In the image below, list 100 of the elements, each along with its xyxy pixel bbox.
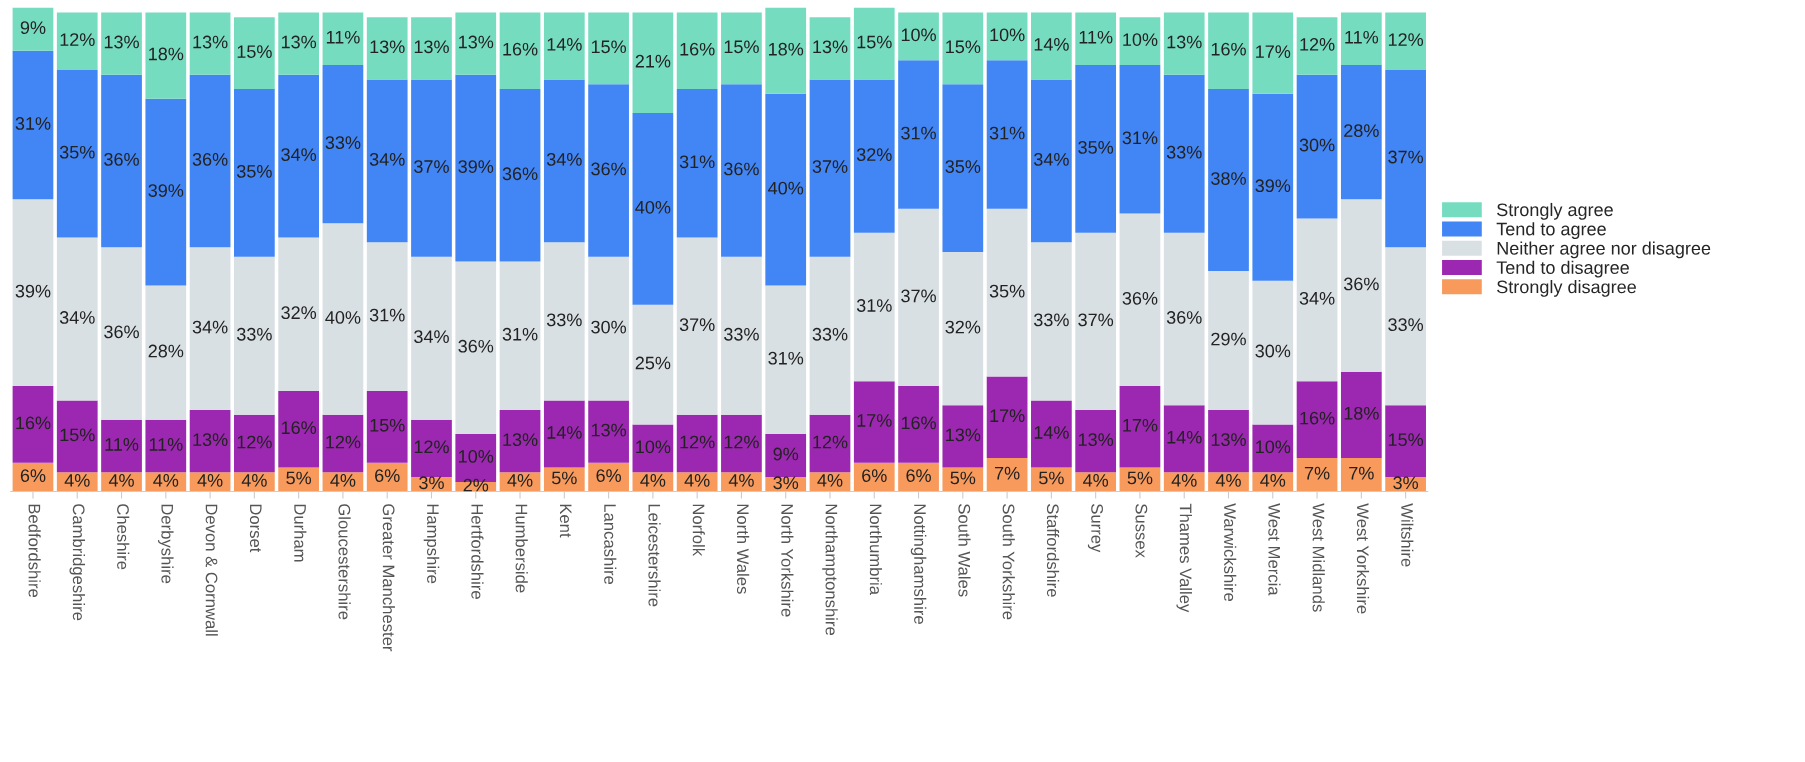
data-label: 14%	[547, 426, 582, 439]
bar	[101, 419, 142, 473]
bar	[12, 50, 54, 200]
data-label: 9%	[773, 447, 799, 461]
legend-label: Strongly disagree	[1497, 280, 1636, 297]
bar	[1252, 280, 1294, 425]
data-label: 6%	[375, 469, 400, 482]
data-label: 13%	[813, 40, 848, 54]
bar	[676, 237, 718, 415]
bar	[1340, 199, 1382, 372]
data-label: 31%	[989, 126, 1025, 140]
bar	[676, 414, 718, 473]
bar	[56, 69, 98, 238]
x-tick-label: Dorset	[249, 504, 262, 553]
data-label: 4%	[330, 474, 356, 487]
bar	[1075, 65, 1117, 233]
data-label: 15%	[591, 40, 627, 54]
bar	[101, 74, 142, 248]
legend-label: Strongly agree	[1497, 202, 1613, 220]
bar	[809, 256, 851, 415]
bar	[411, 79, 452, 257]
data-label: 31%	[901, 126, 936, 140]
data-label: 28%	[148, 344, 184, 358]
data-label: 34%	[414, 330, 449, 344]
x-tick-label: Northumbria	[869, 504, 883, 595]
bar	[632, 113, 674, 305]
bar	[1340, 457, 1382, 492]
data-label: 4%	[197, 474, 223, 487]
data-label: 7%	[1349, 466, 1374, 480]
bar	[12, 7, 54, 51]
bar	[588, 256, 629, 401]
x-tick-label: Derbyshire	[158, 504, 174, 584]
bar	[898, 12, 939, 61]
data-label: 33%	[236, 327, 272, 341]
data-label: 37%	[812, 160, 848, 173]
data-label: 34%	[546, 152, 582, 166]
data-label: 30%	[591, 320, 627, 334]
x-tick-label: West Mercia	[1268, 503, 1281, 596]
bar	[1075, 232, 1117, 411]
bar	[322, 414, 364, 473]
bar	[543, 242, 585, 401]
data-label: 37%	[1388, 150, 1424, 164]
bar	[765, 7, 807, 94]
bar	[1119, 65, 1161, 214]
data-label: 36%	[1166, 311, 1202, 324]
data-label: 16%	[503, 42, 538, 56]
bar	[853, 79, 895, 233]
data-label: 13%	[1167, 35, 1202, 49]
data-label: 4%	[241, 474, 267, 487]
data-label: 33%	[812, 327, 848, 341]
data-label: 10%	[636, 440, 671, 454]
data-label: 10%	[990, 28, 1025, 42]
data-label: 34%	[1299, 291, 1335, 305]
x-tick-label: North Wales	[736, 504, 750, 594]
x-tick-label: West Yorkshire	[1356, 503, 1370, 614]
x-tick-label: Nottinghamshire	[910, 504, 927, 624]
data-label: 11%	[326, 30, 360, 44]
data-label: 34%	[59, 311, 95, 324]
data-label: 7%	[994, 466, 1020, 480]
data-label: 14%	[547, 38, 582, 51]
data-label: 36%	[724, 162, 759, 176]
data-label: 31%	[502, 327, 538, 341]
bar	[499, 261, 541, 411]
bar	[1075, 410, 1117, 473]
data-label: 32%	[945, 320, 981, 334]
bar	[543, 400, 585, 468]
x-tick-label: Thames Valley	[1176, 503, 1192, 613]
data-label: 4%	[684, 474, 710, 487]
bar	[1031, 79, 1072, 243]
data-label: 13%	[281, 35, 317, 49]
x-tick-label: South Yorkshire	[1002, 504, 1015, 620]
data-label: 38%	[1211, 172, 1246, 185]
bar	[189, 12, 231, 75]
data-label: 36%	[1122, 291, 1158, 305]
data-label: 16%	[1300, 411, 1335, 425]
bar	[366, 79, 408, 243]
bar	[234, 414, 275, 473]
x-tick-label: Norfolk	[692, 504, 705, 557]
bar	[411, 17, 452, 80]
bar	[1296, 17, 1338, 75]
bar	[853, 381, 895, 463]
data-label: 13%	[946, 428, 981, 442]
data-label: 13%	[193, 433, 228, 447]
x-tick-label: Gloucestershire	[338, 504, 351, 620]
bar	[1252, 12, 1294, 94]
data-label: 36%	[458, 339, 494, 353]
bar	[1163, 74, 1205, 233]
x-tick-label: Hampshire	[423, 504, 440, 584]
data-label: 12%	[60, 33, 95, 46]
data-label: 15%	[724, 40, 759, 54]
data-label: 16%	[1211, 42, 1246, 56]
x-tick-label: Bedfordshire	[28, 504, 41, 598]
data-label: 5%	[551, 471, 577, 485]
bar	[366, 242, 408, 391]
legend-label: Tend to agree	[1496, 222, 1606, 240]
bar	[543, 79, 585, 243]
data-label: 21%	[635, 54, 671, 68]
data-label: 33%	[1034, 313, 1069, 327]
data-label: 6%	[596, 469, 621, 482]
data-label: 5%	[950, 471, 976, 485]
